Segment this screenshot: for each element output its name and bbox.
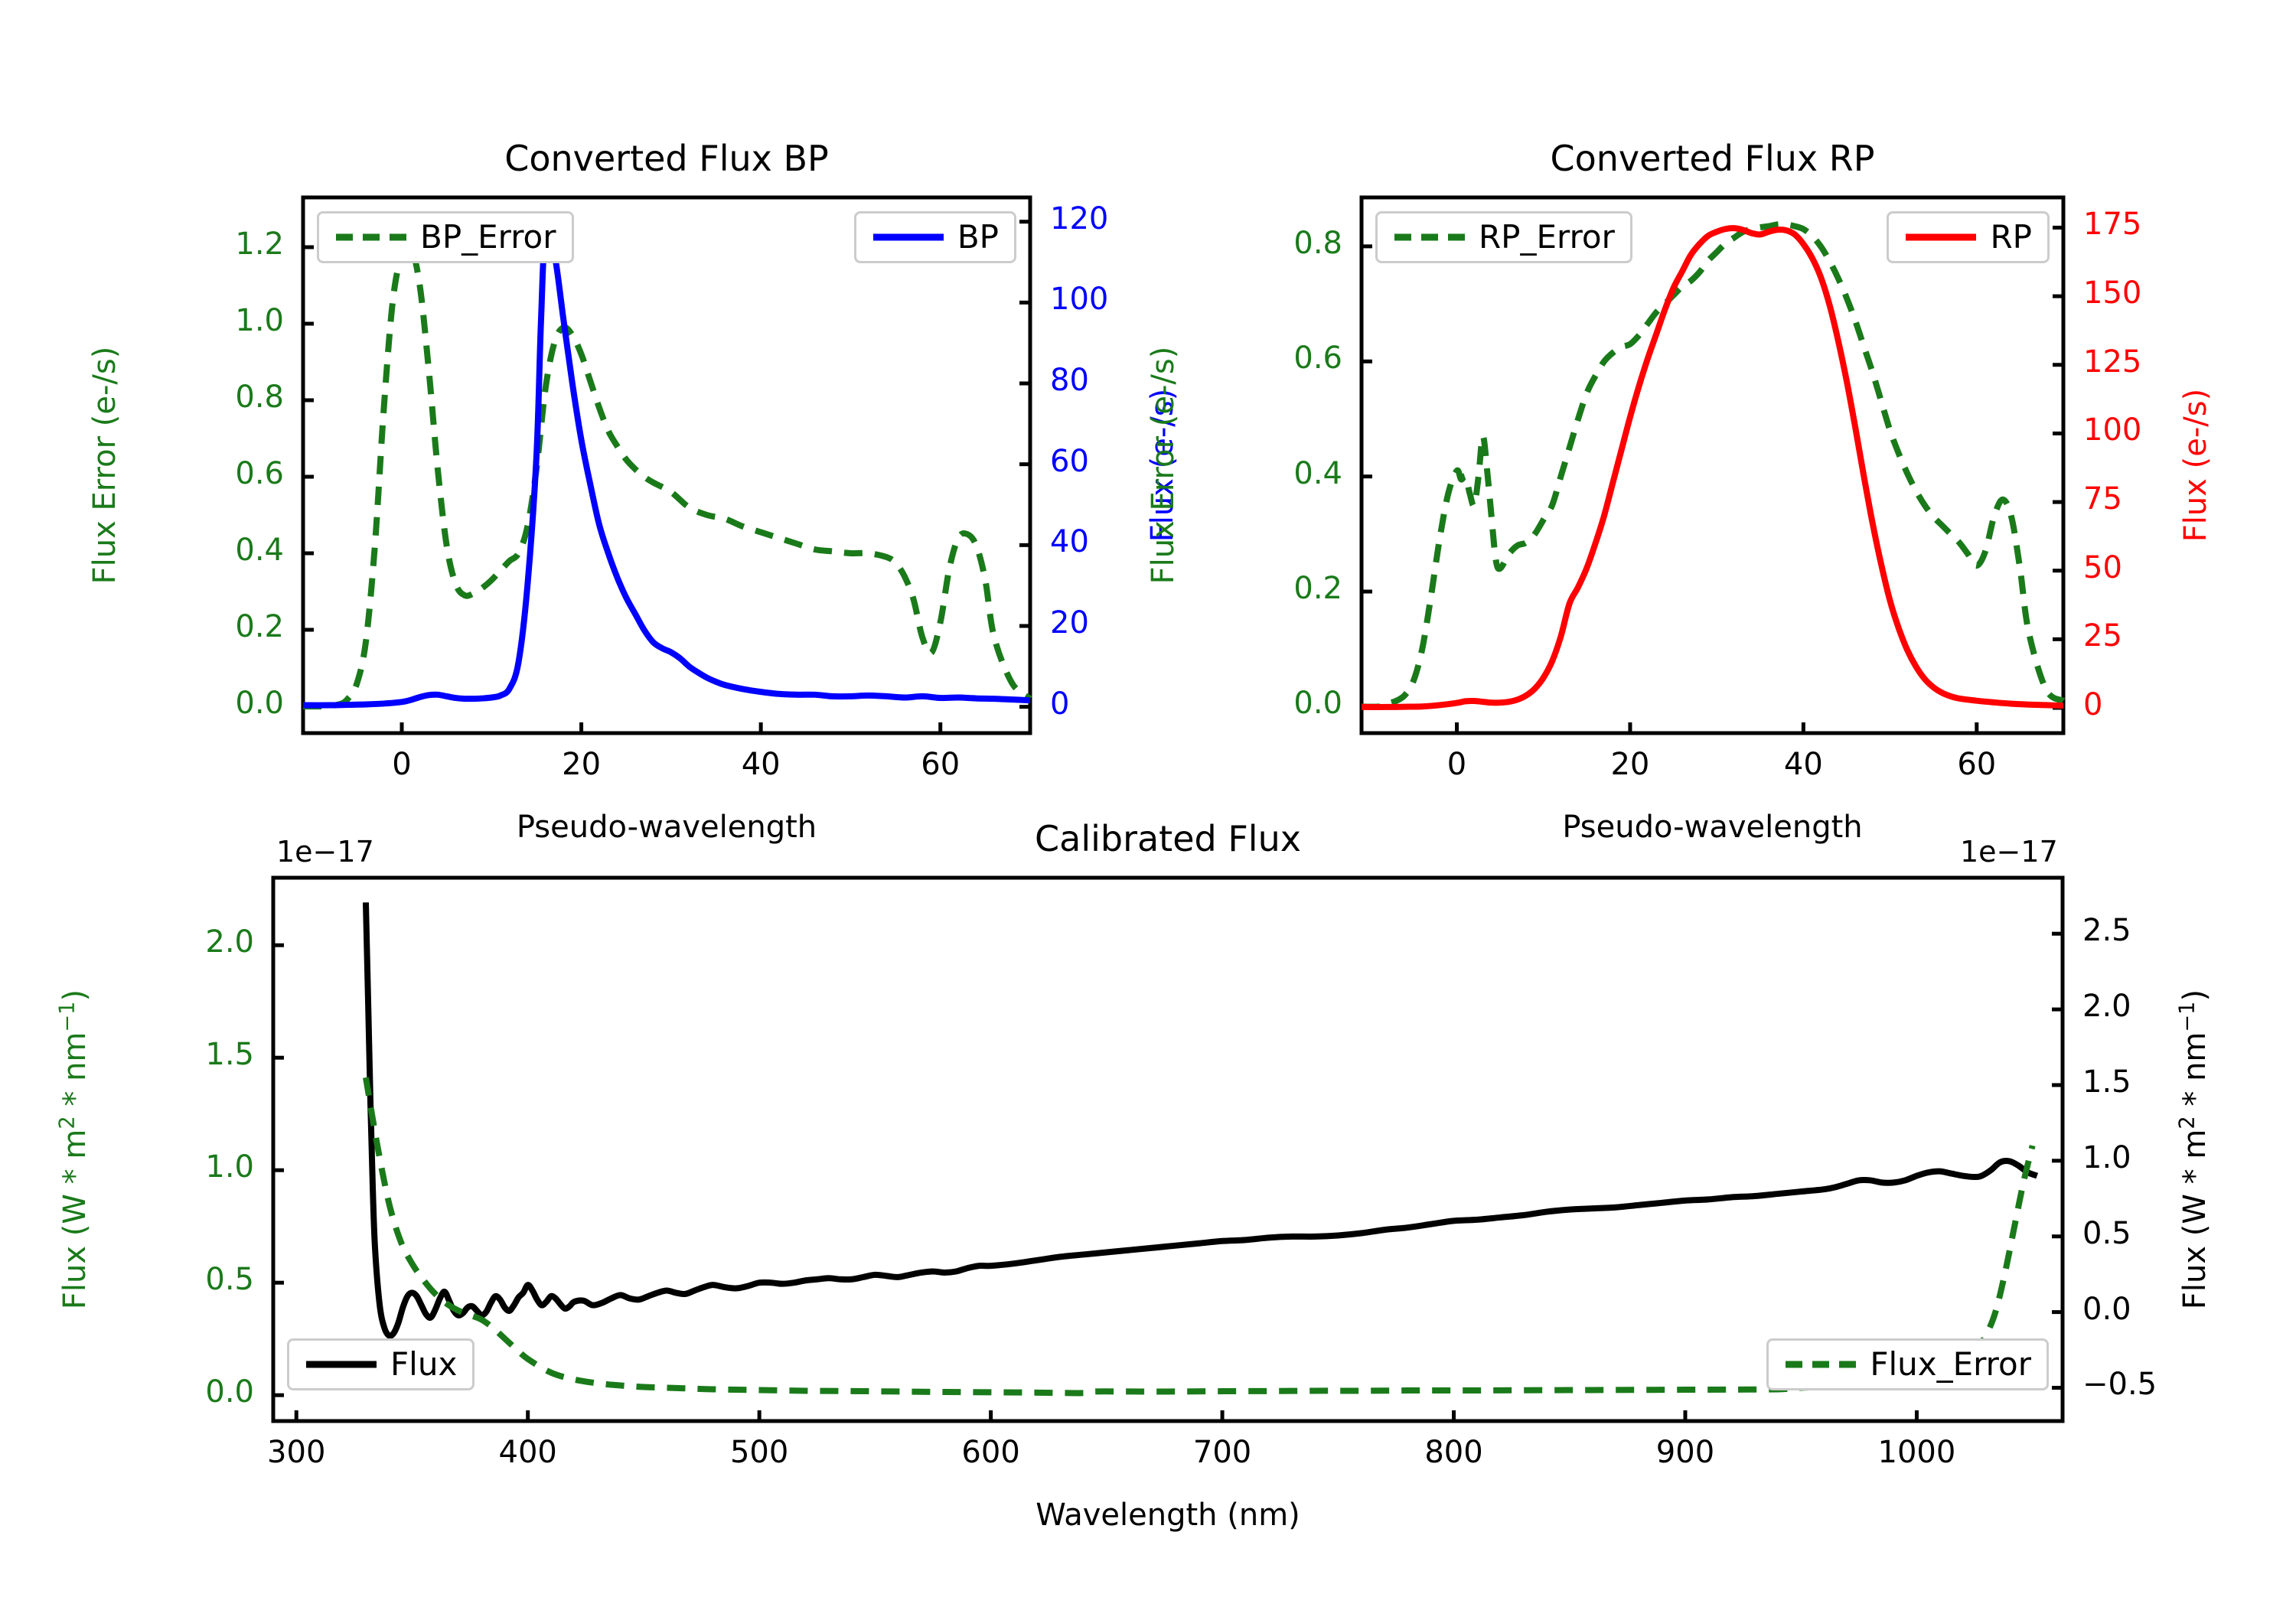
legend-bp-right[interactable]: BP (853, 211, 1016, 263)
y-left-tick-label-calibrated-3: 1.5 (205, 1037, 254, 1073)
x-axis-label-rp: Pseudo-wavelength (1562, 810, 1863, 845)
y-left-tick-label-bp-3: 0.6 (235, 456, 284, 491)
legend-label-right: Flux_Error (1870, 1345, 2031, 1383)
x-tick-label-bp-0: 0 (392, 747, 412, 782)
x-tick-label-calibrated-3: 600 (961, 1435, 1020, 1470)
legend-bp-left[interactable]: BP_Error (317, 211, 574, 263)
legend-label-left: RP_Error (1479, 218, 1615, 256)
x-tick-label-calibrated-7: 1000 (1877, 1435, 1956, 1470)
legend-swatch-right (1784, 1357, 1857, 1372)
y-left-tick-label-bp-2: 0.4 (235, 533, 284, 568)
x-tick-label-rp-2: 40 (1783, 747, 1823, 782)
x-tick-label-bp-1: 20 (562, 747, 602, 782)
legend-swatch-left (334, 230, 408, 245)
legend-label-right: RP (1990, 218, 2032, 256)
plot-area-rp (1359, 195, 2066, 735)
x-tick-label-rp-0: 0 (1446, 747, 1467, 782)
y-right-tick-label-bp-2: 40 (1050, 524, 1089, 560)
y-left-tick-label-rp-0: 0.0 (1293, 686, 1342, 722)
y-axis-label-right-calibrated: Flux (W * m2 * nm−1) (2175, 989, 2213, 1310)
y-right-tick-label-calibrated-6: 2.5 (2082, 913, 2131, 949)
y-right-tick-label-rp-3: 75 (2083, 481, 2122, 517)
y-left-tick-label-bp-6: 1.2 (235, 227, 284, 262)
y-left-offset-text-calibrated: 1e−17 (276, 835, 374, 869)
y-right-tick-label-calibrated-2: 0.5 (2082, 1215, 2131, 1251)
y-right-tick-label-bp-0: 0 (1050, 686, 1070, 722)
y-right-tick-label-bp-3: 60 (1050, 443, 1089, 479)
y-right-tick-label-calibrated-4: 1.5 (2082, 1064, 2131, 1100)
y-axis-label-left-calibrated: Flux (W * m2 * nm−1) (55, 989, 93, 1310)
y-right-offset-text-calibrated: 1e−17 (1960, 835, 2058, 869)
x-axis-label-calibrated: Wavelength (nm) (1035, 1498, 1300, 1533)
y-right-tick-label-rp-5: 125 (2083, 344, 2142, 380)
x-tick-label-calibrated-2: 500 (729, 1435, 789, 1470)
x-tick-label-calibrated-5: 800 (1424, 1435, 1483, 1470)
y-left-tick-label-rp-1: 0.2 (1293, 571, 1342, 607)
y-left-tick-label-calibrated-0: 0.0 (205, 1374, 254, 1410)
y-right-tick-label-bp-1: 20 (1050, 605, 1089, 641)
legend-label-right: BP (957, 218, 999, 256)
x-tick-label-calibrated-0: 300 (267, 1435, 326, 1470)
x-tick-label-calibrated-1: 400 (498, 1435, 557, 1470)
panel-title-calibrated: Calibrated Flux (1035, 818, 1301, 859)
series-rp (1361, 225, 2064, 710)
legend-label-left: BP_Error (420, 218, 556, 256)
y-right-tick-label-calibrated-0: −0.5 (2082, 1367, 2157, 1403)
series-flux (362, 902, 2039, 1339)
y-right-tick-label-calibrated-3: 1.0 (2082, 1139, 2131, 1175)
panel-title-bp: Converted Flux BP (504, 138, 829, 179)
y-axis-label-left-bp: Flux Error (e-/s) (87, 346, 122, 585)
x-tick-label-rp-3: 60 (1957, 747, 1997, 782)
y-right-tick-label-bp-6: 120 (1050, 200, 1109, 236)
y-axis-label-right-rp: Flux (e-/s) (2178, 388, 2213, 543)
legend-rp-right[interactable]: RP (1887, 211, 2050, 263)
y-left-tick-label-rp-2: 0.4 (1293, 455, 1342, 491)
y-left-tick-label-bp-5: 1.0 (235, 303, 284, 338)
legend-calibrated-right[interactable]: Flux_Error (1766, 1338, 2049, 1390)
legend-rp-left[interactable]: RP_Error (1375, 211, 1632, 263)
legend-swatch-left (1393, 230, 1466, 245)
y-right-tick-label-rp-7: 175 (2083, 207, 2142, 243)
y-right-tick-label-calibrated-5: 2.0 (2082, 989, 2131, 1025)
plot-area-bp (301, 195, 1032, 735)
y-right-tick-label-bp-5: 100 (1050, 282, 1109, 318)
y-right-tick-label-rp-2: 50 (2083, 549, 2122, 585)
panel-title-rp: Converted Flux RP (1550, 138, 1875, 179)
y-axis-label-left-rp: Flux Error (e-/s) (1146, 346, 1181, 585)
y-left-tick-label-rp-3: 0.6 (1293, 341, 1342, 376)
legend-swatch-right (1904, 230, 1978, 245)
x-axis-label-bp: Pseudo-wavelength (516, 810, 817, 845)
y-left-tick-label-calibrated-4: 2.0 (205, 924, 254, 960)
x-tick-label-bp-3: 60 (921, 747, 960, 782)
y-right-tick-label-rp-0: 0 (2083, 687, 2103, 722)
y-left-tick-label-bp-1: 0.2 (235, 609, 284, 644)
y-right-tick-label-bp-4: 80 (1050, 363, 1089, 399)
legend-label-left: Flux (390, 1345, 458, 1383)
y-right-tick-label-calibrated-1: 0.0 (2082, 1291, 2131, 1327)
series-rp_error (1361, 221, 2066, 710)
y-right-tick-label-rp-4: 100 (2083, 412, 2142, 448)
x-tick-label-calibrated-4: 700 (1192, 1435, 1252, 1470)
y-right-tick-label-rp-6: 150 (2083, 275, 2142, 311)
y-left-tick-label-calibrated-1: 0.5 (205, 1262, 254, 1298)
y-left-tick-label-bp-0: 0.0 (235, 686, 284, 721)
y-left-tick-label-bp-4: 0.8 (235, 380, 284, 415)
y-left-tick-label-calibrated-2: 1.0 (205, 1149, 254, 1185)
legend-swatch-right (872, 230, 945, 245)
series-bp (302, 227, 1031, 709)
x-tick-label-bp-2: 40 (741, 747, 781, 782)
x-tick-label-rp-1: 20 (1610, 747, 1650, 782)
x-tick-label-calibrated-6: 900 (1655, 1435, 1715, 1470)
series-bp_error (302, 242, 1032, 710)
legend-swatch-left (305, 1357, 378, 1372)
y-right-tick-label-rp-1: 25 (2083, 618, 2122, 654)
legend-calibrated-left[interactable]: Flux (287, 1338, 475, 1390)
y-left-tick-label-rp-4: 0.8 (1293, 225, 1342, 261)
